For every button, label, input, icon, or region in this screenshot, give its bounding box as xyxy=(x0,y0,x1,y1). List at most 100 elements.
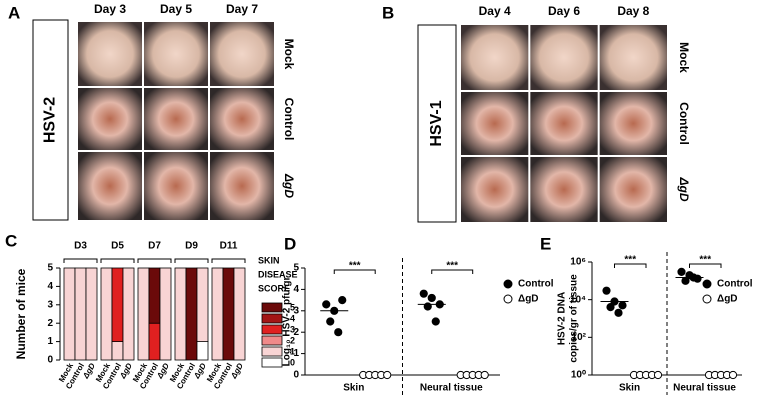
y-tick-label: 5 xyxy=(47,263,53,274)
data-point xyxy=(427,293,436,303)
photo xyxy=(599,25,667,90)
legend-swatch xyxy=(261,346,283,357)
y-tick-label: 2 xyxy=(293,327,299,338)
group-label: D11 xyxy=(220,241,238,252)
bar-segment xyxy=(148,322,161,361)
legend-title: DISEASE xyxy=(258,269,298,279)
legend-label: ΔgD xyxy=(717,294,738,305)
bar-segment xyxy=(211,267,224,361)
x-tick-label: Neural tissue xyxy=(420,383,483,394)
legend-label: Control xyxy=(717,279,753,290)
group-bracket xyxy=(211,258,246,263)
legend-swatch xyxy=(261,302,283,313)
bar-segment xyxy=(137,267,150,361)
y-axis-title: copies/gr of tissue xyxy=(569,274,580,363)
x-tick-label: Skin xyxy=(619,383,640,394)
day-label: Day 3 xyxy=(94,2,126,16)
y-axis-title: HSV-2 DNA xyxy=(557,292,568,345)
significance: *** xyxy=(699,255,711,266)
bar-segment xyxy=(185,267,198,361)
group-bracket xyxy=(174,258,209,263)
y-tick-label: 0 xyxy=(47,355,53,366)
data-point xyxy=(653,370,663,380)
y-axis-title: Log₁₀ HSV-2 pfu/gr xyxy=(282,277,293,367)
y-axis-title: Number of mice xyxy=(14,268,28,359)
x-tick-label: Skin xyxy=(343,383,364,394)
y-tick-label: 5 xyxy=(293,263,299,274)
data-point xyxy=(728,370,738,380)
legend-label: 1 xyxy=(290,346,295,356)
legend-title: SKIN xyxy=(258,255,280,265)
y-tick-label: 10⁴ xyxy=(570,294,586,305)
legend-label: 0 xyxy=(290,357,295,367)
bar-segment xyxy=(196,341,209,361)
legend-marker xyxy=(702,294,712,304)
photo xyxy=(461,157,529,222)
group-label: D7 xyxy=(148,241,161,252)
photo xyxy=(210,22,274,86)
legend-swatch xyxy=(261,335,283,346)
bar-segment xyxy=(159,267,172,361)
photo xyxy=(530,25,598,90)
photo xyxy=(144,152,208,220)
bar-segment xyxy=(233,267,246,361)
group-bracket xyxy=(100,258,135,263)
group-bracket xyxy=(137,258,172,263)
x-tick-label: Neural tissue xyxy=(673,383,736,394)
bar-segment xyxy=(100,267,113,361)
legend-label: 5 xyxy=(290,302,295,312)
bar-segment xyxy=(148,267,161,324)
y-tick-label: 3 xyxy=(47,299,53,310)
x-tick-label: ΔgD xyxy=(229,361,245,380)
photo xyxy=(144,22,208,86)
data-point xyxy=(322,300,331,309)
day-label: Day 6 xyxy=(548,4,580,18)
legend-label: 2 xyxy=(290,335,295,345)
legend-marker xyxy=(503,279,513,289)
panel-letter: A xyxy=(8,3,20,22)
y-tick-label: 3 xyxy=(293,305,299,316)
significance: *** xyxy=(624,255,636,266)
row-label: Control xyxy=(677,102,691,145)
photo xyxy=(530,157,598,222)
virus-label: HSV-1 xyxy=(428,100,445,146)
data-point xyxy=(602,286,611,295)
bar-segment xyxy=(111,341,124,361)
bar-segment xyxy=(196,267,209,342)
photo xyxy=(599,157,667,222)
legend-swatch xyxy=(261,357,283,368)
panel-letter: E xyxy=(540,234,551,253)
day-label: Day 5 xyxy=(160,2,192,16)
y-tick-label: 1 xyxy=(293,348,299,359)
group-label: D5 xyxy=(111,241,124,252)
day-label: Day 7 xyxy=(226,2,258,16)
data-point xyxy=(326,317,335,326)
photo xyxy=(210,88,274,150)
data-point xyxy=(334,328,343,337)
bar-segment xyxy=(174,267,187,361)
photo xyxy=(599,92,667,155)
bar-segment xyxy=(85,267,98,361)
photo xyxy=(461,25,529,90)
panel-letter: D xyxy=(284,234,296,253)
legend-marker xyxy=(503,294,513,304)
y-tick-label: 2 xyxy=(47,318,53,329)
significance-bracket xyxy=(614,263,647,268)
group-label: D3 xyxy=(74,241,87,252)
legend-swatch xyxy=(261,324,283,335)
y-tick-label: 0 xyxy=(293,370,299,381)
data-point xyxy=(338,296,347,305)
bar-segment xyxy=(111,267,124,342)
photo xyxy=(78,22,142,86)
day-label: Day 8 xyxy=(617,4,649,18)
legend-label: 4 xyxy=(290,313,295,323)
y-tick-label: 10⁰ xyxy=(571,370,586,381)
data-point xyxy=(681,276,690,285)
data-point xyxy=(606,303,615,312)
data-point xyxy=(677,267,686,276)
bar-segment xyxy=(222,267,235,361)
data-point xyxy=(480,370,489,380)
data-point xyxy=(383,370,392,380)
bar-segment xyxy=(63,267,76,361)
